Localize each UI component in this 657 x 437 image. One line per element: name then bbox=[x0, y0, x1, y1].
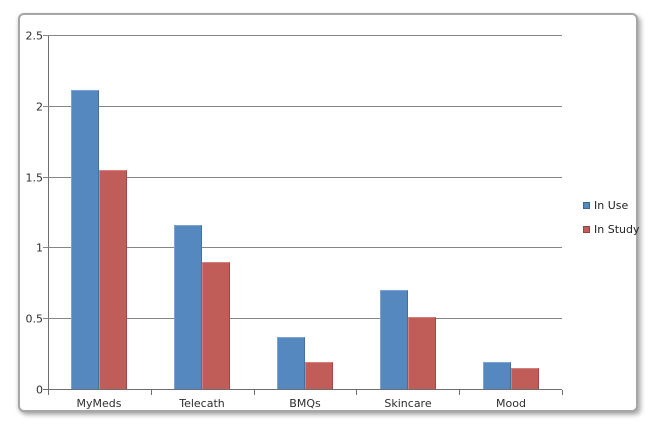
category-label-mymeds: MyMeds bbox=[76, 397, 122, 410]
bar-in-study-skincare bbox=[408, 317, 436, 389]
bar-in-use-bmqs bbox=[277, 337, 305, 389]
bar-in-use-mymeds bbox=[71, 90, 99, 389]
legend-item-in-use: In Use bbox=[583, 199, 639, 212]
legend-marker-icon bbox=[583, 226, 590, 233]
category-label-bmqs: BMQs bbox=[289, 397, 321, 410]
y-tick-label-2.5: 2.5 bbox=[25, 29, 44, 43]
y-tick-label-0: 0 bbox=[36, 383, 43, 397]
bar-in-use-skincare bbox=[380, 290, 408, 389]
category-label-mood: Mood bbox=[496, 397, 526, 410]
x-axis-line bbox=[43, 389, 562, 390]
x-axis-tick bbox=[151, 390, 152, 395]
y-axis-line bbox=[48, 36, 49, 390]
legend-label: In Study bbox=[594, 223, 640, 236]
x-axis-tick bbox=[562, 390, 563, 395]
x-axis-tick bbox=[48, 390, 49, 395]
bar-in-use-telecath bbox=[174, 225, 202, 389]
category-label-skincare: Skincare bbox=[384, 397, 432, 410]
gridline-1 bbox=[43, 247, 562, 249]
bar-in-use-mood bbox=[483, 362, 511, 389]
bar-in-study-telecath bbox=[202, 262, 230, 389]
bar-in-study-mood bbox=[511, 368, 539, 389]
y-tick-label-1: 1 bbox=[36, 241, 43, 255]
bar-in-study-bmqs bbox=[305, 362, 333, 389]
legend-label: In Use bbox=[594, 199, 629, 212]
legend-item-in-study: In Study bbox=[583, 223, 639, 236]
x-axis-tick bbox=[459, 390, 460, 395]
gridline-2 bbox=[43, 105, 562, 107]
y-tick-label-0.5: 0.5 bbox=[25, 312, 44, 326]
y-tick-label-2: 2 bbox=[36, 100, 43, 114]
x-axis-tick bbox=[254, 390, 255, 395]
x-axis-tick bbox=[356, 390, 357, 395]
legend-marker-icon bbox=[583, 202, 590, 209]
chart-frame: 0 0.5 1 1.5 2 2.5 MyMeds Telecath BMQs Skincare M… bbox=[18, 13, 639, 412]
gridline-1.5 bbox=[43, 176, 562, 178]
gridline-2.5 bbox=[43, 35, 562, 36]
plot-area: 0 0.5 1 1.5 2 2.5 MyMeds Telecath BMQs Skincare M… bbox=[26, 30, 563, 410]
legend: In Use In Study bbox=[583, 199, 639, 247]
y-tick-label-1.5: 1.5 bbox=[25, 171, 44, 185]
gridline-0.5 bbox=[43, 318, 562, 320]
category-label-telecath: Telecath bbox=[179, 397, 225, 410]
bar-in-study-mymeds bbox=[99, 170, 127, 389]
